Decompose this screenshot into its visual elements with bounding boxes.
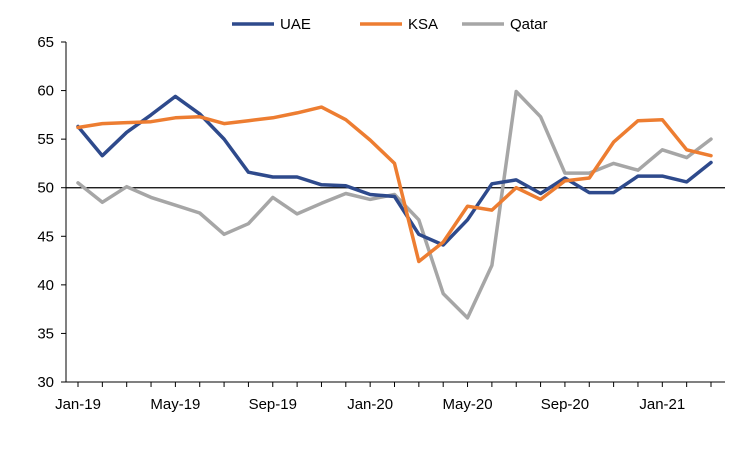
y-tick-label: 40 <box>37 277 54 294</box>
x-tick-label: Sep-20 <box>541 396 589 413</box>
x-tick-label: Sep-19 <box>249 396 297 413</box>
x-axis: Jan-19 May-19 Sep-19 Jan-20 May-20 Sep-20 Jan-… <box>55 381 725 413</box>
y-tick-label: 35 <box>37 325 54 342</box>
series-group <box>76 89 713 320</box>
y-axis: 30 35 40 45 50 55 60 65 <box>37 34 67 391</box>
y-tick-label: 30 <box>37 374 54 391</box>
y-tick-label: 45 <box>37 228 54 245</box>
x-tick-label: Jan-21 <box>639 396 685 413</box>
legend-label-qatar: Qatar <box>510 16 548 33</box>
legend-label-ksa: KSA <box>408 16 438 33</box>
y-tick-label: 50 <box>37 180 54 197</box>
x-tick-label: Jan-20 <box>347 396 393 413</box>
x-tick-label: May-20 <box>443 396 493 413</box>
y-tick-label: 65 <box>37 34 54 51</box>
y-tick-label: 55 <box>37 131 54 148</box>
x-tick-label: Jan-19 <box>55 396 101 413</box>
series-line-qatar <box>76 89 713 320</box>
series-line-uae <box>76 94 713 247</box>
legend-label-uae: UAE <box>280 16 311 33</box>
legend: UAE KSA Qatar <box>232 16 548 33</box>
series-line-ksa <box>76 105 713 264</box>
x-tick-label: May-19 <box>150 396 200 413</box>
y-tick-label: 60 <box>37 83 54 100</box>
